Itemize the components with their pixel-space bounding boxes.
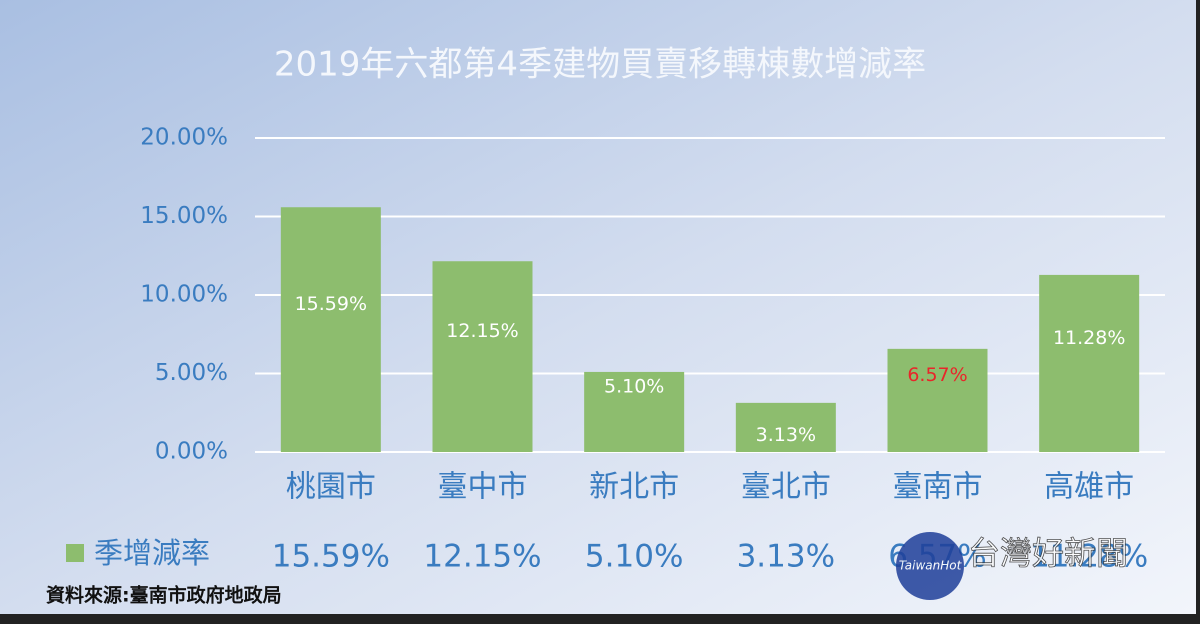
table-cell: 12.15% [423,539,541,575]
legend-swatch [66,544,84,562]
data-label: 12.15% [446,320,518,342]
source-note: 資料來源:臺南市政府地政局 [46,584,282,607]
bar [735,402,836,452]
bar [1039,274,1140,452]
data-label: 3.13% [756,424,816,446]
bar [432,261,533,452]
table-cell: 3.13% [737,539,835,575]
x-tick-label: 臺南市 [893,470,983,505]
bar [584,371,685,452]
watermark: TaiwanHot 台灣好新聞 [896,532,1128,600]
data-label: 6.57% [907,364,967,386]
chart-title: 2019年六都第4季建物買賣移轉棟數增減率 [274,45,926,85]
data-label: 11.28% [1053,327,1125,349]
y-tick-label: 10.00% [140,282,228,308]
y-tick-label: 0.00% [155,439,228,465]
table-cell: 11.28% [1030,539,1148,575]
x-tick-label: 高雄市 [1044,470,1134,505]
background [0,0,1196,614]
y-tick-label: 5.00% [155,360,228,386]
watermark-text: 台灣好新聞 [968,534,1128,572]
x-tick-label: 臺中市 [438,470,528,505]
data-label: 15.59% [295,293,367,315]
x-tick-label: 桃園市 [286,470,376,505]
watermark-logo-text: TaiwanHot [899,559,963,573]
plot: 0.00% 5.00% 10.00% 15.00% 20.00% 桃園市 臺中市 新北市 臺北市… [66,125,1165,575]
table-cell: 15.59% [272,539,390,575]
x-tick-label: 臺北市 [741,470,831,505]
x-tick-label: 新北市 [589,470,679,505]
watermark-logo [896,532,964,600]
bar [887,348,988,452]
legend-label: 季增減率 [94,536,210,570]
bar [280,207,381,452]
y-tick-label: 15.00% [140,203,228,229]
table-cell: 5.10% [585,539,683,575]
y-tick-label: 20.00% [140,125,228,151]
data-label: 5.10% [604,375,664,397]
